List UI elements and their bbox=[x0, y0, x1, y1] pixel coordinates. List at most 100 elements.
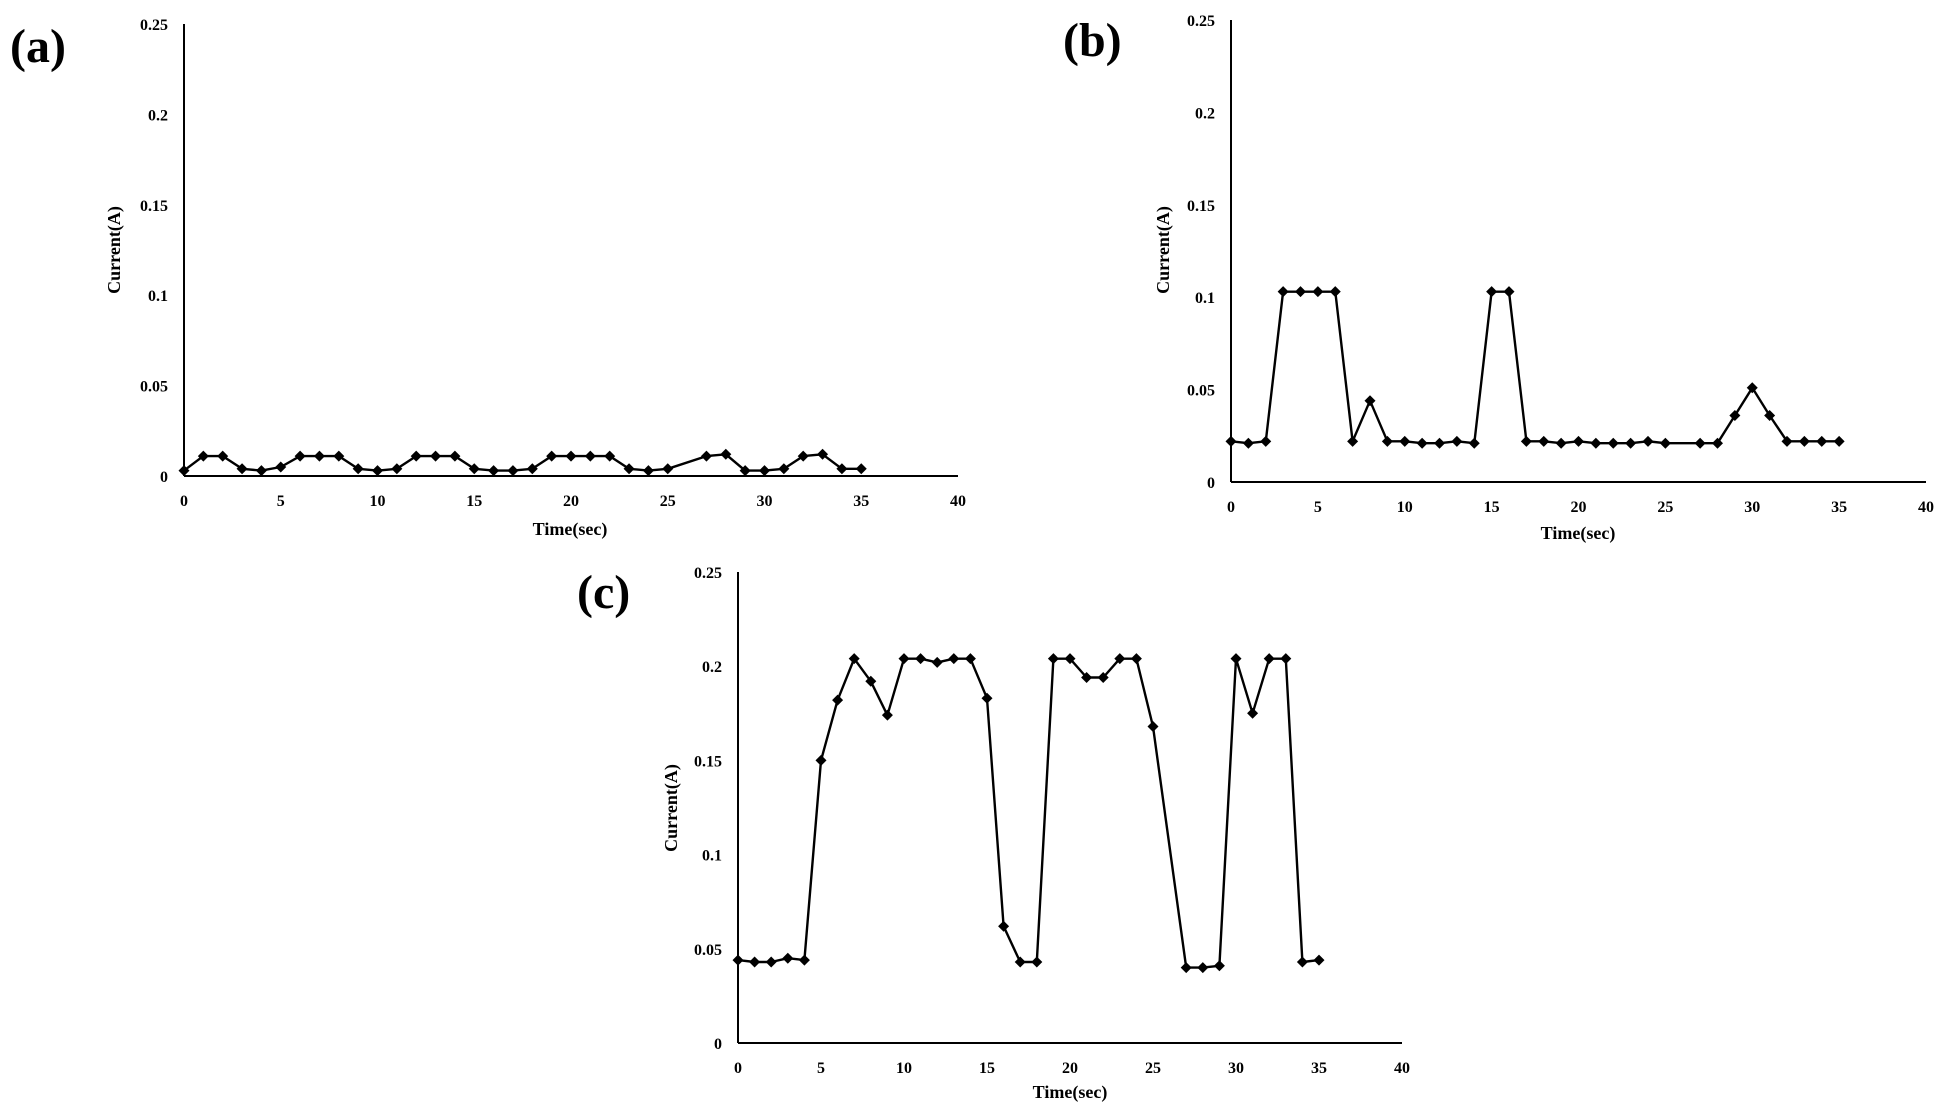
y-tick-label: 0.1 bbox=[148, 288, 168, 305]
data-point-marker bbox=[546, 450, 558, 462]
series-line bbox=[1230, 290, 1840, 445]
data-point-marker bbox=[700, 450, 712, 462]
x-tick-label: 25 bbox=[1657, 499, 1673, 516]
data-point-marker bbox=[255, 465, 267, 477]
data-point-marker bbox=[1014, 956, 1026, 968]
data-point-marker bbox=[1486, 286, 1498, 298]
data-point-marker bbox=[1364, 395, 1376, 407]
data-point-marker bbox=[1313, 954, 1325, 966]
data-point-marker bbox=[1296, 956, 1308, 968]
data-point-marker bbox=[1329, 286, 1341, 298]
data-point-marker bbox=[1147, 720, 1159, 732]
data-point-marker bbox=[759, 465, 770, 477]
data-point-marker bbox=[848, 653, 860, 665]
data-point-marker bbox=[782, 952, 794, 964]
data-point-marker bbox=[1399, 435, 1411, 447]
data-point-marker bbox=[778, 463, 790, 475]
x-tick-label: 5 bbox=[817, 1060, 825, 1077]
data-point-marker bbox=[1312, 286, 1324, 298]
y-tick-label: 0 bbox=[1207, 475, 1215, 492]
data-point-marker bbox=[1097, 672, 1109, 684]
x-axis-title: Time(sec) bbox=[1541, 523, 1616, 544]
data-point-marker bbox=[1381, 435, 1393, 447]
data-point-marker bbox=[817, 448, 829, 460]
panel-c: (c) 0 0.05 0.1 0.15 0.2 0.25 0 5 10 15 20 25 30 35 40 Ti… bbox=[577, 565, 1410, 1103]
data-point-marker bbox=[1064, 653, 1076, 665]
y-tick-label: 0.15 bbox=[140, 198, 168, 215]
data-point-marker bbox=[732, 954, 744, 966]
y-tick-label: 0.15 bbox=[694, 753, 722, 770]
data-point-marker bbox=[372, 465, 383, 477]
data-point-marker bbox=[584, 450, 596, 462]
data-point-marker bbox=[1573, 435, 1584, 447]
data-point-marker bbox=[1468, 437, 1480, 449]
data-point-marker bbox=[391, 463, 403, 475]
data-point-marker bbox=[765, 956, 777, 968]
data-point-marker bbox=[749, 956, 761, 968]
data-point-marker bbox=[197, 450, 209, 462]
y-axis-title: Current(A) bbox=[661, 764, 682, 852]
data-point-marker bbox=[313, 450, 325, 462]
data-point-marker bbox=[526, 463, 538, 475]
x-axis-title: Time(sec) bbox=[1033, 1082, 1108, 1103]
x-tick-label: 20 bbox=[563, 493, 579, 510]
data-point-marker bbox=[1047, 653, 1059, 665]
data-point-marker bbox=[797, 450, 809, 462]
data-point-marker bbox=[1798, 435, 1810, 447]
data-point-marker bbox=[1520, 435, 1532, 447]
data-point-marker bbox=[815, 754, 827, 766]
data-point-marker bbox=[1197, 962, 1209, 974]
data-point-marker bbox=[1659, 437, 1671, 449]
data-point-marker bbox=[1031, 956, 1043, 968]
data-point-marker bbox=[468, 463, 480, 475]
x-tick-label: 0 bbox=[1227, 499, 1235, 516]
x-tick-label: 25 bbox=[1145, 1060, 1161, 1077]
data-point-marker bbox=[1590, 437, 1602, 449]
data-point-marker bbox=[1081, 672, 1093, 684]
x-tick-label: 20 bbox=[1062, 1060, 1078, 1077]
data-point-marker bbox=[352, 463, 364, 475]
data-point-marker bbox=[178, 465, 190, 477]
data-point-marker bbox=[1225, 435, 1237, 447]
data-point-marker bbox=[1642, 435, 1654, 447]
data-point-marker bbox=[623, 463, 635, 475]
x-axis-title: Time(sec) bbox=[533, 519, 608, 540]
x-tick-label: 0 bbox=[734, 1060, 742, 1077]
data-point-marker bbox=[1694, 437, 1706, 449]
data-point-marker bbox=[1712, 437, 1723, 449]
y-tick-label: 0.2 bbox=[702, 659, 722, 676]
data-point-marker bbox=[1555, 437, 1567, 449]
x-tick-label: 25 bbox=[660, 493, 676, 510]
panel-label: (c) bbox=[577, 566, 630, 619]
y-axis-title: Current(A) bbox=[104, 206, 125, 294]
y-tick-label: 0.2 bbox=[1195, 105, 1215, 122]
y-tick-label: 0.05 bbox=[1187, 383, 1215, 400]
y-tick-label: 0.25 bbox=[140, 17, 168, 34]
x-tick-label: 35 bbox=[853, 493, 869, 510]
data-point-marker bbox=[662, 463, 674, 475]
data-point-marker bbox=[1130, 653, 1142, 665]
x-tick-label: 35 bbox=[1311, 1060, 1327, 1077]
x-tick-label: 10 bbox=[896, 1060, 912, 1077]
y-tick-label: 0.15 bbox=[1187, 198, 1215, 215]
data-point-marker bbox=[294, 450, 306, 462]
data-point-marker bbox=[1263, 653, 1275, 665]
panel-a: (a) 0 0.05 0.1 0.15 0.2 0.25 0 5 10 15 20 25 30 35 40 Ti… bbox=[10, 17, 966, 540]
data-point-marker bbox=[1781, 435, 1793, 447]
data-point-marker bbox=[1247, 707, 1259, 719]
y-tick-label: 0.25 bbox=[1187, 13, 1215, 30]
data-point-marker bbox=[275, 461, 287, 473]
x-tick-label: 40 bbox=[950, 493, 966, 510]
data-point-marker bbox=[931, 656, 943, 668]
data-point-marker bbox=[565, 450, 577, 462]
data-point-marker bbox=[488, 465, 500, 477]
data-point-marker bbox=[915, 653, 927, 665]
data-point-marker bbox=[1114, 653, 1126, 665]
data-point-marker bbox=[1816, 435, 1828, 447]
data-point-marker bbox=[1729, 409, 1741, 421]
y-tick-label: 0.05 bbox=[694, 942, 722, 959]
data-point-marker bbox=[981, 692, 993, 704]
data-point-marker bbox=[1538, 435, 1550, 447]
y-axis-title: Current(A) bbox=[1153, 206, 1174, 294]
x-tick-label: 15 bbox=[466, 493, 482, 510]
